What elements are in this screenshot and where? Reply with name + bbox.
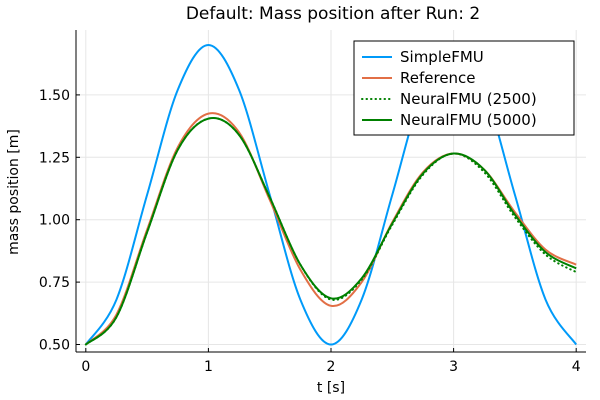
legend-label-reference: Reference [400,69,476,87]
legend-label-neuralfmu-2500: NeuralFMU (2500) [400,90,537,108]
x-tick-label-0: 0 [81,359,90,375]
y-axis-label: mass position [m] [6,129,22,255]
x-tick-label-3: 3 [449,359,458,375]
y-tick-label-2: 1.00 [39,213,70,229]
tick-labels: 0 1 2 3 4 0.50 0.75 1.00 1.25 1.50 [39,88,581,375]
x-tick-label-1: 1 [204,359,213,375]
y-tick-label-3: 1.25 [39,150,70,166]
legend-label-simplefmu: SimpleFMU [400,48,484,66]
chart-title: Default: Mass position after Run: 2 [186,4,480,24]
x-tick-label-2: 2 [327,359,336,375]
y-tick-label-1: 0.75 [39,275,70,291]
y-tick-label-0: 0.50 [39,338,70,354]
y-tick-label-4: 1.50 [39,88,70,104]
legend: SimpleFMU Reference NeuralFMU (2500) Neural… [353,40,575,136]
axes [75,30,586,353]
legend-label-neuralfmu-5000: NeuralFMU (5000) [400,111,537,129]
x-axis-label: t [s] [317,380,345,396]
series-line-neuralfmu-5000 [85,117,577,346]
x-tick-label-4: 4 [572,359,581,375]
